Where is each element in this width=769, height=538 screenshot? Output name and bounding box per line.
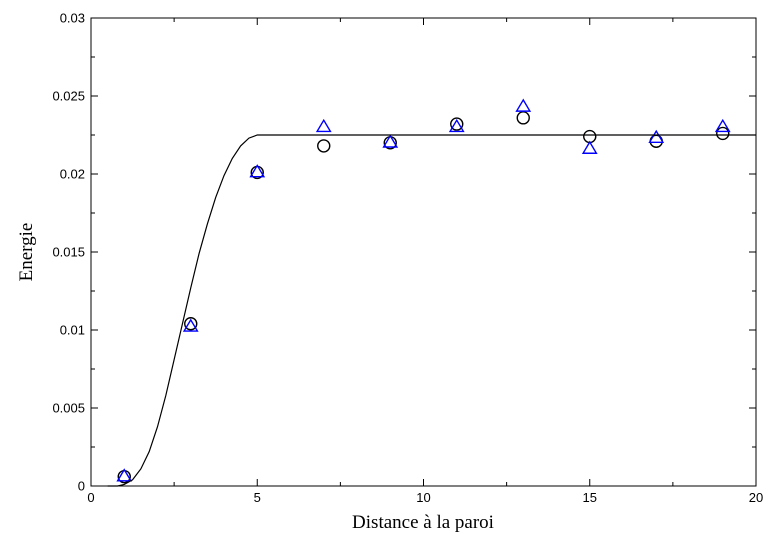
fit-curve-line	[107, 134, 756, 487]
y-tick-label: 0.015	[52, 245, 85, 260]
x-tick-label: 20	[749, 490, 763, 505]
y-tick-label: 0.01	[60, 323, 85, 338]
circle-marker	[450, 117, 464, 131]
x-axis-title: Distance à la paroi	[352, 512, 494, 533]
axis-tick-labels: 0 5 10 15 20 0 0.005 0.01 0.015 0.02 0.025 0.03	[52, 11, 763, 506]
circle-marker	[184, 317, 198, 331]
triangle-marker	[515, 98, 532, 112]
plot-frame	[90, 17, 757, 487]
x-tick-label: 0	[87, 490, 94, 505]
triangle-marker	[382, 134, 399, 148]
triangle-marker	[581, 140, 598, 154]
y-tick-label: 0	[78, 479, 85, 494]
y-tick-label: 0.025	[52, 89, 85, 104]
triangle-marker	[448, 118, 465, 133]
triangle-marker	[714, 118, 731, 133]
y-axis-title: Energie	[16, 223, 37, 282]
series-layer	[107, 98, 756, 487]
y-tick-label: 0.03	[60, 11, 85, 26]
circle-marker	[317, 139, 331, 153]
axis-ticks	[90, 17, 757, 487]
circle-marker	[516, 111, 530, 125]
x-tick-label: 15	[583, 490, 597, 505]
triangle-marker	[648, 129, 665, 144]
x-tick-label: 5	[254, 490, 261, 505]
triangle-marker	[182, 318, 199, 332]
triangle-marker	[249, 164, 266, 178]
x-tick-label: 10	[416, 490, 430, 505]
triangle-marker	[116, 468, 133, 482]
circle-marker	[716, 126, 730, 141]
y-tick-label: 0.005	[52, 401, 85, 416]
triangle-marker	[315, 118, 332, 133]
y-tick-label: 0.02	[60, 167, 85, 182]
